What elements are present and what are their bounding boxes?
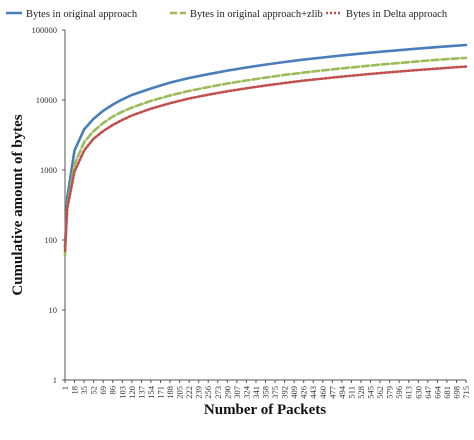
x-tick-label: 290 [222,386,232,399]
y-tick-label: 1 [53,375,57,385]
x-tick-label: 460 [318,386,328,399]
y-axis-title: Cumulative amount of bytes [10,114,26,295]
x-tick-label: 52 [89,386,99,395]
x-tick-label: 596 [394,386,404,399]
x-tick-label: 154 [146,385,156,399]
legend-label-zlib: Bytes in original approach+zlib [190,9,323,20]
x-tick-label: 630 [413,386,423,399]
x-tick-label: 239 [194,386,204,399]
x-tick-label: 358 [261,386,271,399]
x-tick-label: 511 [346,386,356,398]
x-tick-label: 1 [60,386,70,390]
x-tick-label: 273 [213,386,223,399]
x-tick-label: 69 [98,386,108,395]
x-tick-label: 35 [79,386,89,395]
x-tick-label: 409 [289,386,299,399]
x-tick-label: 426 [299,386,309,399]
x-tick-label: 562 [375,386,385,399]
x-tick-label: 256 [203,386,213,399]
x-tick-label: 341 [251,386,261,399]
x-tick-label: 545 [366,386,376,399]
series-lines [63,43,468,257]
x-ticks: 1 18 35 52 69 86 103 120 137 154 171 188 205 222 239 25… [60,380,471,399]
x-tick-label: 171 [155,386,165,399]
legend-label-original: Bytes in original approach [26,9,138,20]
x-tick-label: 664 [432,385,442,399]
y-tick-label: 10 [49,305,58,315]
x-tick-label: 613 [404,386,414,399]
legend-item-delta: Bytes in Delta approach [326,9,448,20]
x-tick-label: 188 [165,386,175,399]
series-line-3 [63,65,468,253]
x-tick-label: 443 [308,386,318,399]
x-tick-label: 86 [108,386,118,395]
x-tick-label: 103 [117,386,127,399]
x-axis-title: Number of Packets [204,402,326,418]
x-tick-label: 392 [280,386,290,399]
x-tick-label: 324 [241,385,251,399]
y-tick-label: 10000 [36,95,57,105]
x-tick-label: 18 [70,386,80,395]
x-tick-label: 579 [385,386,395,399]
legend: Bytes in original approach Bytes in orig… [6,9,448,20]
x-tick-label: 120 [127,386,137,399]
x-tick-label: 494 [337,385,347,399]
legend-label-delta: Bytes in Delta approach [346,9,448,20]
x-tick-label: 307 [232,386,242,399]
legend-item-original: Bytes in original approach [6,9,138,20]
y-tick-label: 100000 [32,25,58,35]
x-tick-label: 715 [461,386,471,399]
x-tick-label: 647 [423,386,433,399]
x-tick-label: 137 [136,386,146,399]
series-line-1 [63,43,468,249]
legend-item-zlib: Bytes in original approach+zlib [170,9,323,20]
x-tick-label: 222 [184,386,194,399]
x-tick-label: 528 [356,386,366,399]
x-tick-label: 375 [270,386,280,399]
x-tick-label: 698 [451,386,461,399]
y-tick-label: 100 [44,235,57,245]
y-tick-label: 1000 [40,165,57,175]
x-tick-label: 681 [442,386,452,399]
x-tick-label: 477 [327,386,337,399]
x-tick-label: 205 [175,386,185,399]
series-line-2 [63,56,468,257]
